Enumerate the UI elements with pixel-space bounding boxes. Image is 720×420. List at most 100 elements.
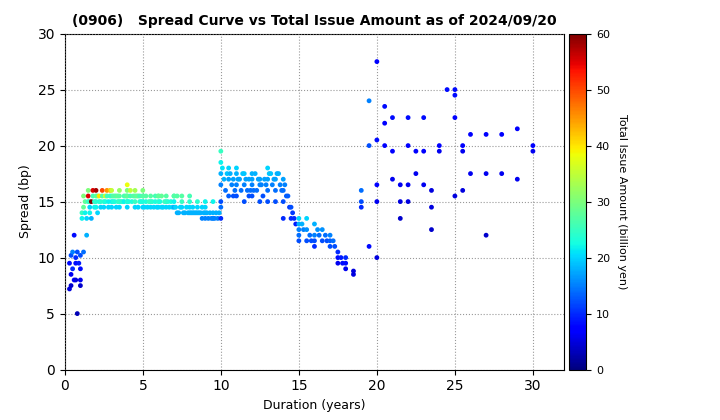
Point: [111, 204, 122, 210]
Point: [103, 198, 114, 205]
Point: [309, 232, 320, 239]
X-axis label: Duration (years): Duration (years): [264, 399, 366, 412]
Point: [262, 198, 274, 205]
Point: [84, 204, 96, 210]
Point: [106, 198, 117, 205]
Point: [158, 204, 169, 210]
Point: [457, 148, 469, 155]
Point: [433, 142, 445, 149]
Point: [168, 193, 180, 199]
Point: [418, 148, 429, 155]
Point: [199, 210, 211, 216]
Point: [161, 193, 172, 199]
Point: [233, 176, 244, 183]
Point: [290, 220, 302, 227]
Point: [64, 286, 76, 292]
Point: [298, 226, 310, 233]
Point: [176, 193, 188, 199]
Point: [94, 193, 105, 199]
Point: [103, 204, 114, 210]
Point: [238, 198, 250, 205]
Point: [130, 204, 141, 210]
Point: [207, 210, 219, 216]
Point: [402, 142, 414, 149]
Point: [95, 198, 107, 205]
Point: [348, 268, 359, 274]
Point: [199, 204, 211, 210]
Point: [90, 193, 102, 199]
Point: [106, 193, 117, 199]
Point: [243, 193, 255, 199]
Point: [132, 204, 144, 210]
Point: [217, 165, 228, 171]
Point: [79, 198, 91, 205]
Point: [364, 243, 375, 250]
Point: [261, 181, 272, 188]
Point: [134, 193, 145, 199]
Point: [156, 193, 167, 199]
Point: [364, 142, 375, 149]
Point: [289, 215, 300, 222]
Point: [81, 232, 92, 239]
Point: [127, 193, 139, 199]
Point: [270, 198, 282, 205]
Point: [83, 187, 94, 194]
Point: [159, 198, 171, 205]
Point: [320, 232, 331, 239]
Point: [67, 265, 78, 272]
Point: [179, 210, 191, 216]
Point: [496, 131, 508, 138]
Title: (0906)   Spread Curve vs Total Issue Amount as of 2024/09/20: (0906) Spread Curve vs Total Issue Amoun…: [72, 14, 557, 28]
Point: [464, 131, 476, 138]
Point: [246, 170, 258, 177]
Point: [117, 198, 128, 205]
Point: [293, 215, 305, 222]
Point: [215, 170, 227, 177]
Point: [70, 277, 81, 284]
Point: [293, 220, 305, 227]
Point: [118, 193, 130, 199]
Point: [174, 204, 186, 210]
Point: [387, 114, 398, 121]
Point: [276, 187, 287, 194]
Point: [226, 181, 238, 188]
Point: [71, 310, 83, 317]
Point: [324, 243, 336, 250]
Point: [178, 210, 189, 216]
Point: [102, 193, 113, 199]
Point: [195, 210, 207, 216]
Point: [379, 142, 390, 149]
Point: [356, 204, 367, 210]
Point: [181, 204, 192, 210]
Point: [256, 181, 267, 188]
Point: [340, 260, 351, 267]
Point: [186, 210, 197, 216]
Point: [207, 198, 219, 205]
Point: [84, 198, 96, 205]
Point: [87, 187, 99, 194]
Point: [277, 215, 289, 222]
Point: [287, 210, 298, 216]
Point: [190, 210, 202, 216]
Point: [371, 58, 382, 65]
Point: [168, 204, 180, 210]
Point: [496, 170, 508, 177]
Point: [96, 187, 108, 194]
Point: [150, 193, 161, 199]
Point: [215, 148, 227, 155]
Point: [92, 193, 104, 199]
Point: [197, 215, 208, 222]
Point: [184, 204, 195, 210]
Point: [356, 198, 367, 205]
Point: [150, 198, 161, 205]
Point: [71, 249, 83, 255]
Point: [142, 204, 153, 210]
Point: [237, 170, 248, 177]
Point: [329, 243, 341, 250]
Point: [305, 237, 317, 244]
Point: [112, 193, 124, 199]
Point: [254, 181, 266, 188]
Point: [301, 215, 312, 222]
Point: [176, 204, 188, 210]
Point: [139, 204, 150, 210]
